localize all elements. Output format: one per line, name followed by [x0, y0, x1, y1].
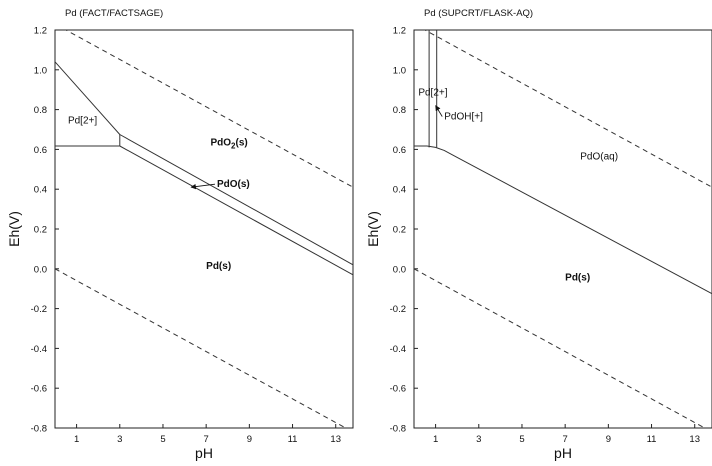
- x-tick-label: 9: [606, 434, 611, 445]
- water-stability-line: [423, 30, 712, 188]
- y-tick-label: 0.4: [393, 185, 406, 196]
- y-tick-label: -0.6: [390, 384, 406, 395]
- x-tick-label: 13: [330, 434, 341, 445]
- y-tick-label: 1.0: [393, 65, 406, 76]
- x-tick-label: 7: [563, 434, 568, 445]
- y-tick-label: 0.2: [393, 225, 406, 236]
- y-tick-label: -0.2: [31, 304, 47, 315]
- x-tick-label: 3: [476, 434, 481, 445]
- x-axis-label: pH: [554, 445, 572, 461]
- right-chart: Pd (SUPCRT/FLASK-AQ) -0.8 -0.6 -0.4 -0.2 0.0 0…: [365, 8, 712, 461]
- plot-frame: [413, 29, 712, 429]
- y-tick-label: 0.0: [34, 264, 47, 275]
- y-tick-label: 0.8: [393, 105, 406, 116]
- water-stability-line: [414, 268, 706, 428]
- y-tick-label: 1.2: [34, 26, 47, 37]
- y-tick-label: 0.4: [34, 185, 47, 196]
- x-tick-label: 13: [689, 434, 700, 445]
- phase-boundary-line: [119, 145, 353, 276]
- y-tick-label: 1.0: [34, 65, 47, 76]
- y-tick-label: 0.6: [393, 145, 406, 156]
- x-tick-label: 5: [519, 434, 524, 445]
- region-label: PdO(aq): [580, 151, 618, 162]
- phase-boundary-line: [119, 134, 353, 266]
- y-axis-label: Eh(V): [365, 211, 381, 247]
- y-tick-label: 0.6: [34, 145, 47, 156]
- y-tick-label: 0.0: [393, 264, 406, 275]
- region-label: Pd(s): [206, 261, 231, 272]
- x-tick-label: 3: [117, 434, 122, 445]
- y-axis-label: Eh(V): [6, 211, 22, 247]
- left-chart: Pd (FACT/FACTSAGE) -0.8 -0.6 -0.4 -0.2 0.0 0.2…: [6, 8, 354, 461]
- region-label: PdOH[+]: [444, 112, 483, 123]
- region-label: Pd(s): [565, 273, 590, 284]
- x-tick-label: 1: [433, 434, 438, 445]
- region-label: PdO2(s): [210, 137, 247, 150]
- y-tick-label: -0.6: [31, 384, 47, 395]
- phase-boundary-line: [55, 61, 121, 135]
- y-tick-label: -0.4: [31, 344, 47, 355]
- region-label: Pd[2+]: [418, 88, 447, 99]
- region-label: Pd[2+]: [68, 116, 97, 127]
- y-tick-label: 0.8: [34, 105, 47, 116]
- x-tick-label: 1: [74, 434, 79, 445]
- x-tick-label: 7: [204, 434, 209, 445]
- x-tick-label: 5: [160, 434, 165, 445]
- y-tick-label: -0.8: [31, 424, 47, 435]
- x-tick-label: 11: [288, 434, 298, 445]
- region-label: PdO(s): [217, 179, 250, 190]
- chart-title: Pd (SUPCRT/FLASK-AQ): [424, 8, 533, 19]
- x-axis-label: pH: [195, 445, 213, 461]
- y-tick-label: 0.2: [34, 225, 47, 236]
- y-tick-label: -0.2: [390, 304, 406, 315]
- plot-frame: [54, 29, 354, 429]
- y-tick-label: -0.4: [390, 344, 406, 355]
- x-tick-label: 11: [647, 434, 657, 445]
- y-tick-label: 1.2: [393, 26, 406, 37]
- water-stability-line: [55, 268, 347, 428]
- chart-title: Pd (FACT/FACTSAGE): [65, 8, 163, 19]
- phase-boundary-line: [414, 145, 712, 295]
- y-tick-label: -0.8: [390, 424, 406, 435]
- annotation-arrow: [435, 105, 443, 117]
- water-stability-line: [64, 30, 353, 188]
- x-tick-label: 9: [247, 434, 252, 445]
- annotation-arrow: [190, 183, 216, 190]
